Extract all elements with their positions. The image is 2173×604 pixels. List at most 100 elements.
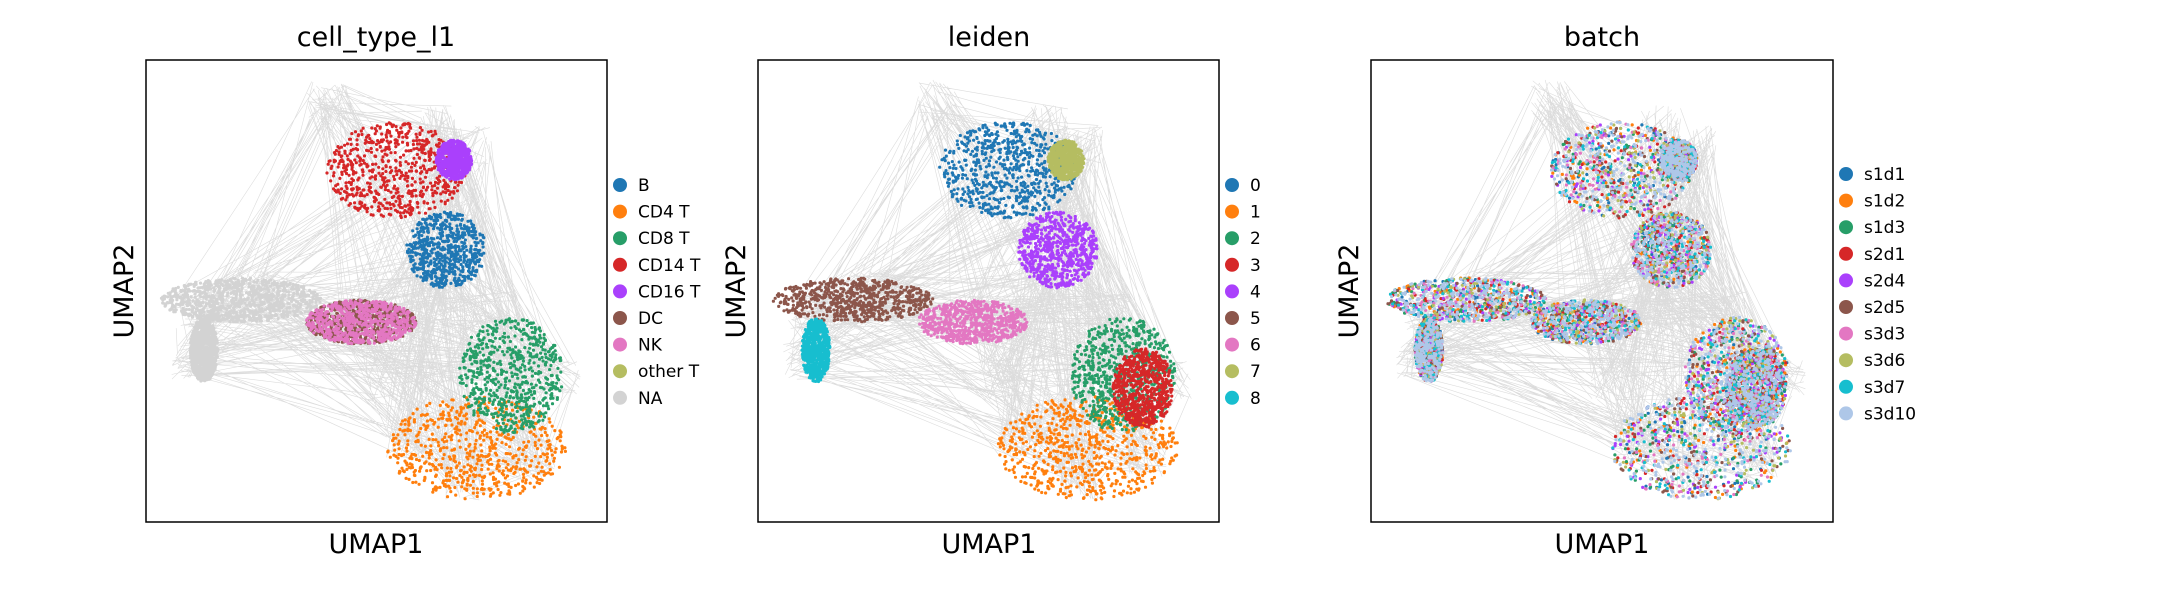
legend-marker — [613, 204, 627, 219]
legend-label: DC — [638, 309, 663, 329]
legend: s1d1 s1d2 s1d3 s2d1 s2d4 s2d5 s3d3 s3d6 s3d7 s3d1… — [1839, 165, 1916, 424]
legend-label: s3d6 — [1864, 351, 1905, 371]
points-cluster-6 — [917, 298, 1029, 346]
legend-label: s2d4 — [1864, 271, 1905, 291]
legend-marker — [1839, 167, 1853, 181]
legend-label: s1d2 — [1864, 192, 1905, 212]
legend-label: s1d3 — [1864, 218, 1905, 238]
legend-item: s3d10 — [1839, 404, 1916, 424]
legend-marker — [613, 257, 627, 272]
legend-item: 2 — [1225, 229, 1261, 249]
umap-plot-area — [1386, 79, 1806, 501]
legend-marker — [1225, 311, 1239, 325]
legend-marker — [1839, 220, 1853, 235]
umap-plot-area — [771, 79, 1192, 502]
y-axis-label: UMAP2 — [1334, 244, 1365, 339]
legend-item: s1d1 — [1839, 165, 1905, 185]
legend-label: CD8 T — [638, 229, 690, 249]
panel-batch: batch UMAP1 UMAP2 s1d1 s1d2 s1d3 s2d1 s2d4 s2… — [1334, 22, 1916, 560]
legend-label: s3d7 — [1864, 378, 1905, 398]
legend-label: 2 — [1250, 229, 1261, 249]
legend-label: other T — [638, 362, 700, 382]
legend-label: B — [638, 176, 650, 196]
legend-label: CD14 T — [638, 256, 701, 276]
legend-marker — [1839, 300, 1853, 314]
legend-label: 6 — [1250, 336, 1261, 356]
legend-label: 8 — [1250, 389, 1261, 409]
legend-label: 0 — [1250, 176, 1261, 196]
plot-frame — [145, 59, 608, 523]
legend-item: CD4 T — [613, 203, 690, 223]
legend-marker — [1225, 284, 1239, 299]
points-na — [159, 276, 323, 324]
legend: B CD4 T CD8 T CD14 T CD16 T DC NK other T NA — [613, 176, 701, 409]
legend-item: s1d2 — [1839, 192, 1905, 212]
legend-marker — [1225, 178, 1239, 192]
legend-marker — [1839, 326, 1853, 341]
legend-marker — [1225, 231, 1239, 246]
legend-item: s3d3 — [1839, 325, 1905, 345]
legend-marker — [1225, 204, 1239, 219]
legend-item: 8 — [1225, 389, 1261, 409]
umap-plot-area — [159, 81, 581, 501]
legend-item: 5 — [1225, 309, 1261, 329]
legend-marker — [613, 284, 627, 299]
legend-label: 1 — [1250, 203, 1261, 223]
points-cluster-5 — [771, 276, 935, 324]
legend-item: 0 — [1225, 176, 1261, 196]
panel-title: leiden — [948, 22, 1030, 53]
legend-label: s1d1 — [1864, 165, 1905, 185]
panel-cell-type-l1: cell_type_l1 UMAP1 UMAP2 B CD4 T CD8 T CD14… — [109, 22, 701, 560]
legend-item: s2d5 — [1839, 298, 1905, 318]
points-s3d10 — [1390, 120, 1792, 500]
legend-marker — [1839, 273, 1853, 288]
panel-leiden: leiden UMAP1 UMAP2 0 1 2 3 4 5 6 7 8 — [721, 22, 1261, 560]
legend-marker — [1839, 406, 1853, 421]
legend-item: s2d4 — [1839, 271, 1905, 291]
cell-points — [159, 121, 568, 501]
legend-label: s3d3 — [1864, 325, 1905, 345]
legend-label: 3 — [1250, 256, 1261, 276]
x-axis-label: UMAP1 — [329, 529, 424, 560]
points-cluster-7 — [1046, 138, 1086, 182]
legend-item: CD8 T — [613, 229, 690, 249]
legend-item: 7 — [1225, 362, 1261, 382]
legend-label: s2d1 — [1864, 245, 1905, 265]
x-axis-label: UMAP1 — [942, 529, 1037, 560]
points-cluster-4 — [1017, 210, 1099, 290]
legend-marker — [1839, 353, 1853, 368]
legend-marker — [1225, 257, 1239, 272]
x-axis-label: UMAP1 — [1555, 529, 1650, 560]
legend-item: B — [613, 176, 650, 196]
legend-item: 3 — [1225, 256, 1261, 276]
legend-marker — [1225, 337, 1239, 352]
legend-label: s2d5 — [1864, 298, 1905, 318]
legend-label: CD16 T — [638, 282, 701, 302]
legend-marker — [1839, 379, 1853, 394]
legend-marker — [613, 178, 627, 192]
legend-item: CD14 T — [613, 256, 701, 276]
points-cd14-t — [325, 121, 468, 220]
legend-marker — [1839, 193, 1853, 208]
legend-label: s3d10 — [1864, 404, 1916, 424]
legend-marker — [613, 337, 627, 352]
legend-item: CD16 T — [613, 282, 701, 302]
legend-item: 4 — [1225, 282, 1261, 302]
points-cd16-t — [434, 138, 474, 182]
legend-label: NK — [638, 336, 663, 356]
legend-marker — [613, 231, 627, 246]
y-axis-label: UMAP2 — [721, 244, 752, 339]
legend-item: NK — [613, 336, 663, 356]
legend-marker — [613, 390, 627, 405]
points-cluster-8 — [800, 317, 832, 384]
points-b — [405, 210, 486, 289]
plot-frame — [1370, 59, 1834, 523]
y-axis-label: UMAP2 — [109, 244, 140, 339]
legend-marker — [1225, 390, 1239, 405]
legend-item: NA — [613, 389, 663, 409]
points-cd8-t — [458, 317, 564, 435]
points-nk — [305, 298, 418, 346]
legend-marker — [613, 311, 627, 325]
points-cluster-3 — [1111, 347, 1174, 429]
